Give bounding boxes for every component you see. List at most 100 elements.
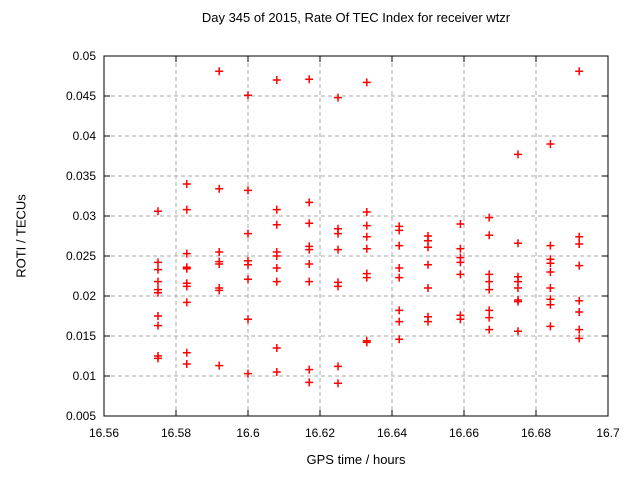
x-tick-label: 16.6 xyxy=(236,426,260,440)
data-point xyxy=(424,243,432,252)
data-point xyxy=(182,348,191,357)
data-point xyxy=(244,229,252,238)
data-point xyxy=(305,75,314,84)
data-point xyxy=(154,277,162,286)
data-point xyxy=(244,91,252,100)
data-point xyxy=(334,379,342,388)
data-point xyxy=(362,221,371,230)
data-point xyxy=(546,284,555,292)
x-axis-label: GPS time / hours xyxy=(306,452,406,467)
data-point xyxy=(362,232,371,241)
y-tick-label: 0.01 xyxy=(73,369,97,383)
data-point xyxy=(514,297,522,306)
data-point xyxy=(305,277,314,286)
data-point xyxy=(182,249,191,258)
x-tick-label: 16.66 xyxy=(449,426,479,440)
data-point xyxy=(456,220,465,228)
data-point xyxy=(272,264,281,272)
data-point xyxy=(305,260,314,268)
data-point xyxy=(362,78,371,87)
data-point xyxy=(395,264,404,272)
data-point xyxy=(154,207,162,216)
data-point xyxy=(272,76,281,84)
data-point xyxy=(305,219,314,228)
data-point xyxy=(154,288,162,297)
x-tick-label: 16.62 xyxy=(305,426,335,440)
data-point xyxy=(395,226,404,235)
data-point xyxy=(244,315,252,324)
data-point xyxy=(182,282,191,291)
data-point xyxy=(485,277,494,286)
data-point xyxy=(485,231,494,240)
data-point xyxy=(305,365,314,374)
data-point xyxy=(244,186,252,195)
data-point xyxy=(334,245,342,254)
data-point xyxy=(456,244,465,253)
y-tick-label: 0.02 xyxy=(73,289,97,303)
y-tick-label: 0.035 xyxy=(66,169,96,183)
data-point xyxy=(575,334,584,343)
data-point xyxy=(575,67,584,76)
data-point xyxy=(575,296,584,305)
data-point xyxy=(154,312,162,320)
data-point xyxy=(514,327,522,336)
data-point xyxy=(272,205,281,214)
data-point xyxy=(154,265,162,274)
data-point xyxy=(485,213,494,222)
data-point xyxy=(546,322,555,331)
data-point xyxy=(182,180,191,188)
y-tick-label: 0.03 xyxy=(73,209,97,223)
data-point xyxy=(244,275,252,284)
data-point xyxy=(154,354,162,363)
x-tick-label: 16.56 xyxy=(89,426,119,440)
data-point xyxy=(395,241,404,250)
y-tick-label: 0.025 xyxy=(66,249,96,263)
data-point xyxy=(546,300,555,309)
data-point xyxy=(362,338,371,347)
data-point xyxy=(575,325,584,334)
data-point xyxy=(456,315,465,324)
x-tick-label: 16.58 xyxy=(161,426,191,440)
data-point xyxy=(395,273,404,282)
data-point xyxy=(362,244,371,253)
data-point xyxy=(514,150,522,159)
data-point xyxy=(154,321,162,330)
data-point xyxy=(456,270,465,279)
data-point xyxy=(395,306,404,315)
y-tick-label: 0.04 xyxy=(73,129,97,143)
x-tick-label: 16.68 xyxy=(521,426,551,440)
data-point xyxy=(215,286,224,295)
data-point xyxy=(514,239,522,248)
data-point xyxy=(485,285,494,294)
y-tick-label: 0.05 xyxy=(73,49,97,63)
data-point xyxy=(215,184,224,193)
data-point xyxy=(182,205,191,214)
data-point xyxy=(485,325,494,334)
data-point xyxy=(546,259,555,268)
data-point xyxy=(305,198,314,207)
data-point xyxy=(575,308,584,316)
data-point xyxy=(215,248,224,256)
x-tick-label: 16.7 xyxy=(596,426,620,440)
data-point xyxy=(575,240,584,248)
data-point xyxy=(334,93,342,102)
data-point xyxy=(334,362,342,371)
data-point xyxy=(244,369,252,378)
data-point xyxy=(272,368,281,376)
data-point xyxy=(272,220,281,229)
y-tick-label: 0.045 xyxy=(66,89,96,103)
x-tick-label: 16.64 xyxy=(377,426,407,440)
data-point xyxy=(305,378,314,387)
data-point xyxy=(575,261,584,270)
data-point xyxy=(272,277,281,286)
data-point xyxy=(215,260,224,268)
data-point xyxy=(334,282,342,291)
data-point xyxy=(546,268,555,276)
data-point xyxy=(546,241,555,250)
data-point xyxy=(485,270,494,279)
data-point xyxy=(362,208,371,216)
data-point xyxy=(514,284,522,292)
data-point xyxy=(575,232,584,241)
